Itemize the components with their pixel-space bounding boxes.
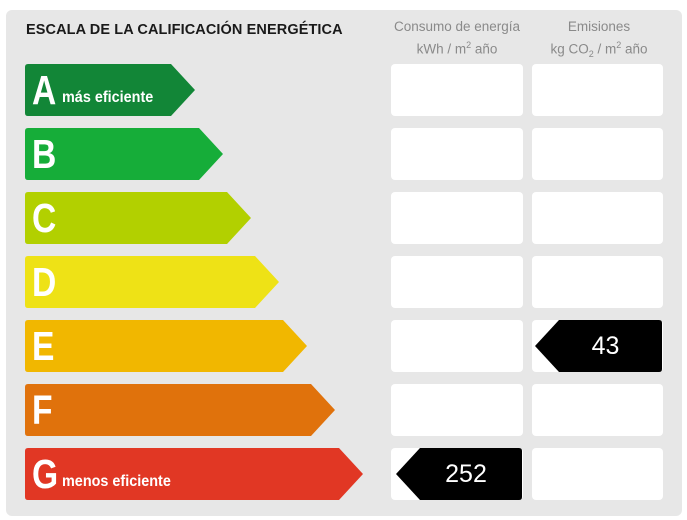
emisiones-cell bbox=[532, 448, 663, 500]
class-bar-arrow-a bbox=[25, 64, 195, 116]
consumo-value-indicator: 252 bbox=[396, 448, 522, 500]
emisiones-header-unit: kg CO2 / m2 año bbox=[550, 40, 648, 60]
class-bar-arrow-b bbox=[25, 128, 223, 180]
class-letter: B bbox=[32, 131, 57, 177]
class-letter: A bbox=[32, 67, 57, 113]
class-bar-f: F bbox=[25, 384, 335, 436]
consumo-cell bbox=[391, 64, 523, 116]
class-letter: C bbox=[32, 195, 57, 241]
emisiones-cell bbox=[532, 384, 663, 436]
emisiones-cell bbox=[532, 128, 663, 180]
consumo-header-unit: kWh / m2 año bbox=[416, 40, 498, 57]
consumo-indicator-arrow bbox=[396, 448, 522, 500]
emisiones-cell bbox=[532, 64, 663, 116]
emisiones-cell bbox=[532, 256, 663, 308]
scale-title: ESCALA DE LA CALIFICACIÓN ENERGÉTICA bbox=[26, 22, 343, 38]
class-letter: G bbox=[32, 451, 59, 497]
class-bar-arrow-g bbox=[25, 448, 363, 500]
emisiones-value-indicator: 43 bbox=[535, 320, 662, 372]
class-bar-arrow-c bbox=[25, 192, 251, 244]
emisiones-cell bbox=[532, 192, 663, 244]
emisiones-header-line1: Emisiones bbox=[567, 19, 631, 34]
class-letter: D bbox=[32, 259, 57, 305]
consumo-header-line1: Consumo de energía bbox=[393, 19, 521, 34]
class-bar-d: D bbox=[25, 256, 279, 308]
consumo-value: 252 bbox=[445, 460, 487, 488]
class-bar-c: C bbox=[25, 192, 251, 244]
consumo-cell bbox=[391, 128, 523, 180]
class-label: más eficiente bbox=[62, 89, 154, 106]
consumo-cell bbox=[391, 384, 523, 436]
class-bar-e: E bbox=[25, 320, 307, 372]
class-letter: F bbox=[32, 387, 53, 433]
class-letter: E bbox=[32, 323, 55, 369]
class-label: menos eficiente bbox=[62, 473, 171, 490]
class-bar-b: B bbox=[25, 128, 223, 180]
emisiones-indicator-arrow bbox=[535, 320, 662, 372]
consumo-header: Consumo de energía kWh / m2 año bbox=[388, 17, 526, 59]
class-bar-arrow-e bbox=[25, 320, 307, 372]
emisiones-header: Emisiones kg CO2 / m2 año bbox=[530, 17, 668, 64]
class-bar-arrow-f bbox=[25, 384, 335, 436]
class-bar-arrow-d bbox=[25, 256, 279, 308]
consumo-cell bbox=[391, 192, 523, 244]
consumo-cell bbox=[391, 256, 523, 308]
emisiones-value: 43 bbox=[591, 332, 620, 360]
consumo-cell bbox=[391, 320, 523, 372]
